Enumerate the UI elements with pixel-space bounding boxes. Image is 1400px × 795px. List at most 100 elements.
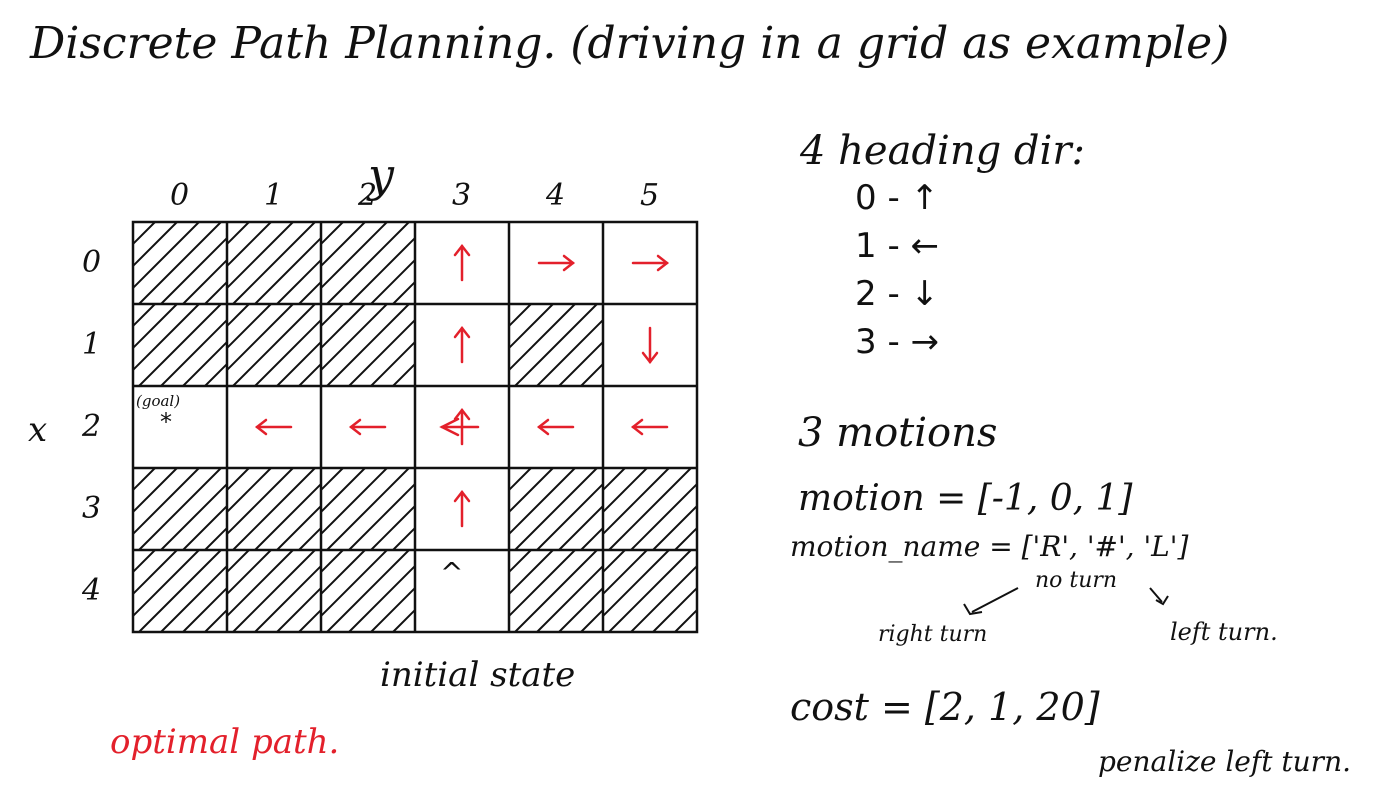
hatch-line (509, 468, 532, 492)
right-turn-connector-head (963, 603, 983, 616)
path-arrow-head (453, 407, 471, 421)
path-arrows (254, 243, 670, 528)
hatch-line (227, 304, 250, 328)
hatch-line (514, 304, 598, 386)
heading-item-3: 3 - → (855, 322, 939, 362)
hatch-line (321, 222, 366, 268)
hatch-line (370, 258, 415, 304)
penalize-label: penalize left turn. (1098, 745, 1351, 778)
hatch-line (625, 304, 707, 386)
hatch-line (138, 222, 222, 304)
path-arrow-down (641, 326, 659, 365)
hatch-line (326, 304, 410, 386)
heading-label-3: 3 - (855, 322, 911, 362)
hatch-line (719, 550, 801, 632)
hatch-line (232, 304, 316, 386)
hatch-line (276, 586, 321, 632)
path-arrow-left (536, 418, 575, 436)
hatch-line (392, 280, 415, 304)
obstacle-cell (227, 304, 321, 386)
obstacle-cell (603, 550, 801, 632)
heading-item-1: 1 - ← (855, 226, 939, 266)
right-turn-label: right turn (878, 622, 988, 647)
hatch-line (509, 304, 532, 328)
heading-label-2: 2 - (855, 274, 911, 314)
hatch-line (321, 304, 366, 350)
hatch-line (321, 304, 388, 372)
hatch-line (370, 586, 415, 632)
motion-line: motion = [-1, 0, 1] (798, 478, 1133, 519)
heading-label-0: 0 - (855, 178, 911, 218)
hatch-line (348, 482, 415, 550)
hatch-line (580, 608, 603, 632)
hatch-line (696, 630, 697, 632)
hatch-line (321, 550, 388, 618)
hatch-line (326, 550, 410, 632)
left-turn-connector (1149, 587, 1163, 603)
hatch-line (608, 550, 692, 632)
goal-label: (goal) (136, 392, 181, 410)
left-arrow-icon: ← (910, 226, 940, 266)
hatch-line (227, 304, 272, 350)
hatch-line (719, 468, 801, 550)
path-arrow-head (348, 418, 362, 436)
hatch-line (514, 550, 598, 632)
hatch-line (509, 304, 510, 306)
hatch-line (227, 222, 250, 246)
obstacle-cell (509, 468, 603, 550)
hatch-line (227, 222, 294, 290)
hatch-line (204, 608, 227, 632)
hatch-line (276, 340, 321, 386)
hatch-line (321, 468, 388, 536)
hatch-line (227, 468, 250, 492)
hatch-line (276, 504, 321, 550)
path-arrow-head (630, 418, 644, 436)
hatch-line (630, 482, 697, 550)
hatch-line (133, 304, 178, 350)
up-arrow-icon: ↑ (910, 178, 940, 218)
obstacle-cell (603, 468, 801, 550)
column-label: 5 (640, 178, 660, 213)
hatch-line (182, 258, 227, 304)
hatch-line (370, 504, 415, 550)
annotation-connectors (963, 587, 1169, 616)
obstacle-cell (321, 304, 415, 386)
heading-title: 4 heading dir: (800, 128, 1085, 174)
hatch-line (603, 468, 670, 536)
obstacle-cell (133, 304, 227, 386)
obstacle-cell (227, 222, 469, 304)
hatch-line (370, 340, 415, 386)
hatch-line (321, 550, 344, 574)
hatch-line (326, 222, 410, 304)
path-arrow-head (562, 254, 576, 272)
hatch-line (348, 564, 415, 632)
hatch-line (414, 384, 415, 386)
hatch-line (133, 468, 156, 492)
hatch-line (387, 222, 469, 304)
hatch-line (647, 304, 729, 386)
hatch-line (514, 468, 598, 550)
hatch-line (509, 468, 576, 536)
grid-lines (131, 220, 699, 634)
hatch-line (509, 304, 554, 350)
hatch-line (603, 550, 648, 596)
hatch-line (298, 526, 321, 550)
hatch-line (414, 548, 415, 550)
hatch-line (536, 482, 603, 550)
no-turn-label: no turn (1035, 568, 1118, 593)
row-label: 2 (82, 409, 102, 444)
hatch-line (669, 550, 751, 632)
hatch-line (558, 504, 603, 550)
hatch-line (321, 222, 344, 246)
hatch-line (254, 482, 321, 550)
hatch-line (204, 280, 227, 304)
obstacle-cell (321, 222, 415, 304)
hatch-line (509, 468, 554, 514)
hatch-line (227, 222, 272, 268)
obstacle-cell (133, 550, 227, 632)
heading-item-0: 0 - ↑ (855, 178, 939, 218)
hatch-line (204, 526, 227, 550)
hatch-line (321, 304, 344, 328)
hatch-line (509, 550, 532, 574)
